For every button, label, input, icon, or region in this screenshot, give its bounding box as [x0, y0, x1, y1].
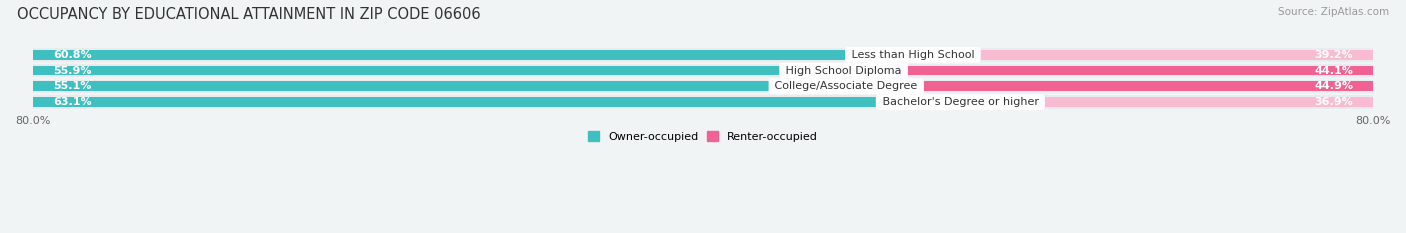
Legend: Owner-occupied, Renter-occupied: Owner-occupied, Renter-occupied	[588, 131, 818, 142]
Text: Less than High School: Less than High School	[848, 50, 979, 60]
Text: 55.9%: 55.9%	[53, 65, 91, 75]
Text: Bachelor's Degree or higher: Bachelor's Degree or higher	[879, 97, 1042, 107]
Text: High School Diploma: High School Diploma	[782, 65, 905, 75]
Bar	[32, 95, 1374, 109]
Bar	[32, 97, 879, 107]
Text: 44.9%: 44.9%	[1315, 81, 1353, 91]
Text: 63.1%: 63.1%	[53, 97, 91, 107]
Bar	[879, 97, 1374, 107]
Text: 55.1%: 55.1%	[53, 81, 91, 91]
Bar	[32, 64, 1374, 77]
Bar	[848, 50, 1374, 60]
Text: 44.1%: 44.1%	[1315, 65, 1353, 75]
Bar	[32, 66, 782, 75]
Bar	[782, 66, 1374, 75]
Bar	[32, 79, 1374, 93]
Bar	[772, 82, 1374, 91]
Bar	[32, 48, 1374, 62]
Text: 36.9%: 36.9%	[1315, 97, 1353, 107]
Bar	[32, 82, 772, 91]
Text: 60.8%: 60.8%	[53, 50, 91, 60]
Text: Source: ZipAtlas.com: Source: ZipAtlas.com	[1278, 7, 1389, 17]
Bar	[32, 50, 848, 60]
Text: College/Associate Degree: College/Associate Degree	[772, 81, 921, 91]
Text: OCCUPANCY BY EDUCATIONAL ATTAINMENT IN ZIP CODE 06606: OCCUPANCY BY EDUCATIONAL ATTAINMENT IN Z…	[17, 7, 481, 22]
Text: 39.2%: 39.2%	[1315, 50, 1353, 60]
